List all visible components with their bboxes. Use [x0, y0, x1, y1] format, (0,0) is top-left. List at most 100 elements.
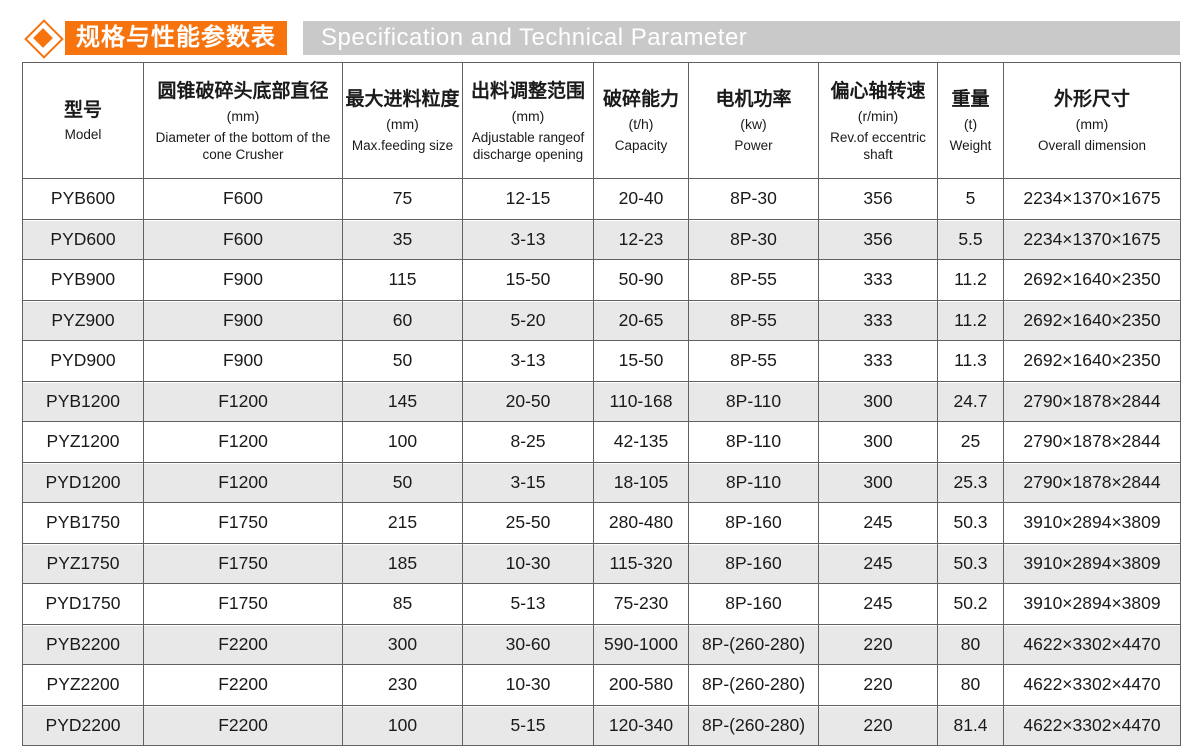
table-cell: 115-320	[593, 542, 689, 584]
table-cell: 5-13	[462, 583, 594, 625]
table-row: PYZ900 F900 60 5-20 20-65 8P-55 333 11.2 2692×16…	[22, 299, 1181, 341]
table-cell: PYZ900	[22, 299, 144, 341]
table-cell: 20-50	[462, 380, 594, 422]
table-cell: 5-20	[462, 299, 594, 341]
page-title-zh: 规格与性能参数表	[65, 21, 287, 55]
table-cell: F900	[143, 299, 343, 341]
table-cell: 8P-55	[688, 259, 819, 301]
table-row: PYB1200 F1200 145 20-50 110-168 8P-110 300 24.7…	[22, 380, 1181, 422]
column-title-zh: 外形尺寸	[1053, 89, 1130, 110]
table-cell: F900	[143, 340, 343, 382]
table-cell: 145	[342, 380, 463, 422]
diamond-icon	[24, 19, 64, 59]
table-cell: 2790×1878×2844	[1003, 380, 1181, 422]
table-cell: 2692×1640×2350	[1003, 299, 1181, 341]
table-cell: 12-23	[593, 218, 689, 260]
table-cell: 11.3	[937, 340, 1004, 382]
column-title-en: Capacity	[614, 138, 668, 153]
table-cell: 2692×1640×2350	[1003, 340, 1181, 382]
table-cell: 8P-110	[688, 421, 819, 463]
table-cell: 24.7	[937, 380, 1004, 422]
table-cell: 4622×3302×4470	[1003, 623, 1181, 665]
column-title-zh: 电机功率	[715, 89, 792, 110]
table-cell: 35	[342, 218, 463, 260]
table-cell: PYB1750	[22, 502, 144, 544]
table-cell: 8P-30	[688, 218, 819, 260]
table-cell: 4622×3302×4470	[1003, 664, 1181, 706]
table-cell: 3-13	[462, 218, 594, 260]
table-cell: 215	[342, 502, 463, 544]
table-cell: 50.3	[937, 542, 1004, 584]
page-title-en: Specification and Technical Parameter	[303, 21, 1180, 55]
table-cell: 25.3	[937, 461, 1004, 503]
table-row: PYD1200 F1200 50 3-15 18-105 8P-110 300 25.3 279…	[22, 461, 1181, 503]
table-cell: 245	[818, 583, 938, 625]
table-cell: 185	[342, 542, 463, 584]
table-cell: PYD1750	[22, 583, 144, 625]
column-header-1: 圆锥破碎头底部直径 (mm) Diameter of the bottom of t…	[143, 62, 343, 179]
table-cell: 80	[937, 623, 1004, 665]
table-cell: 2790×1878×2844	[1003, 421, 1181, 463]
table-cell: 42-135	[593, 421, 689, 463]
column-title-en: Rev.of eccentric shaft	[830, 129, 926, 162]
column-unit: (mm)	[511, 107, 545, 124]
table-cell: 15-50	[462, 259, 594, 301]
table-cell: PYZ2200	[22, 664, 144, 706]
table-cell: 200-580	[593, 664, 689, 706]
table-cell: PYB900	[22, 259, 144, 301]
table-cell: 230	[342, 664, 463, 706]
table-cell: 3-13	[462, 340, 594, 382]
table-cell: 20-65	[593, 299, 689, 341]
column-unit: (kw)	[740, 116, 767, 132]
table-cell: 3910×2894×3809	[1003, 542, 1181, 584]
table-cell: 81.4	[937, 704, 1004, 746]
table-cell: 8P-160	[688, 583, 819, 625]
column-title-en: Model	[64, 127, 102, 142]
column-header-3: 出料调整范围 (mm) Adjustable rangeof discharge o…	[462, 62, 594, 179]
table-cell: 4622×3302×4470	[1003, 704, 1181, 746]
column-title-zh: 型号	[63, 100, 102, 121]
table-cell: 25-50	[462, 502, 594, 544]
table-cell: 8P-(260-280)	[688, 664, 819, 706]
table-cell: 50-90	[593, 259, 689, 301]
table-cell: F2200	[143, 704, 343, 746]
table-cell: 50.2	[937, 583, 1004, 625]
table-cell: 100	[342, 704, 463, 746]
table-cell: 333	[818, 340, 938, 382]
table-cell: 50	[342, 340, 463, 382]
column-title-zh: 偏心轴转速	[830, 80, 926, 102]
column-unit: (t/h)	[628, 116, 654, 132]
column-header-7: 重量 (t) Weight	[937, 62, 1004, 179]
table-cell: 11.2	[937, 299, 1004, 341]
column-header-2: 最大进料粒度 (mm) Max.feeding size	[342, 62, 463, 179]
table-cell: 220	[818, 664, 938, 706]
table-cell: 12-15	[462, 178, 594, 220]
table-cell: 5.5	[937, 218, 1004, 260]
table-cell: 333	[818, 299, 938, 341]
table-row: PYZ2200 F2200 230 10-30 200-580 8P-(260-280) 2…	[22, 664, 1181, 706]
table-cell: F1750	[143, 502, 343, 544]
table-cell: 15-50	[593, 340, 689, 382]
column-header-5: 电机功率 (kw) Power	[688, 62, 819, 179]
table-cell: F1200	[143, 461, 343, 503]
title-bar: 规格与性能参数表 Specification and Technical Par…	[24, 19, 1180, 59]
table-cell: F600	[143, 218, 343, 260]
table-cell: 300	[818, 461, 938, 503]
table-cell: 115	[342, 259, 463, 301]
table-cell: PYB1200	[22, 380, 144, 422]
table-cell: 300	[342, 623, 463, 665]
column-unit: (mm)	[386, 116, 419, 132]
table-cell: 8P-110	[688, 461, 819, 503]
table-row: PYB2200 F2200 300 30-60 590-1000 8P-(260-280)…	[22, 623, 1181, 665]
table-cell: 356	[818, 218, 938, 260]
column-title-en: Diameter of the bottom of the cone Crush…	[155, 129, 331, 162]
column-title-zh: 最大进料粒度	[345, 89, 460, 110]
table-cell: 3910×2894×3809	[1003, 583, 1181, 625]
table-cell: 300	[818, 421, 938, 463]
table-cell: F2200	[143, 664, 343, 706]
table-cell: 100	[342, 421, 463, 463]
table-cell: 3910×2894×3809	[1003, 502, 1181, 544]
table-cell: 2234×1370×1675	[1003, 178, 1181, 220]
table-cell: F2200	[143, 623, 343, 665]
column-title-en: Adjustable rangeof discharge opening	[471, 129, 585, 162]
